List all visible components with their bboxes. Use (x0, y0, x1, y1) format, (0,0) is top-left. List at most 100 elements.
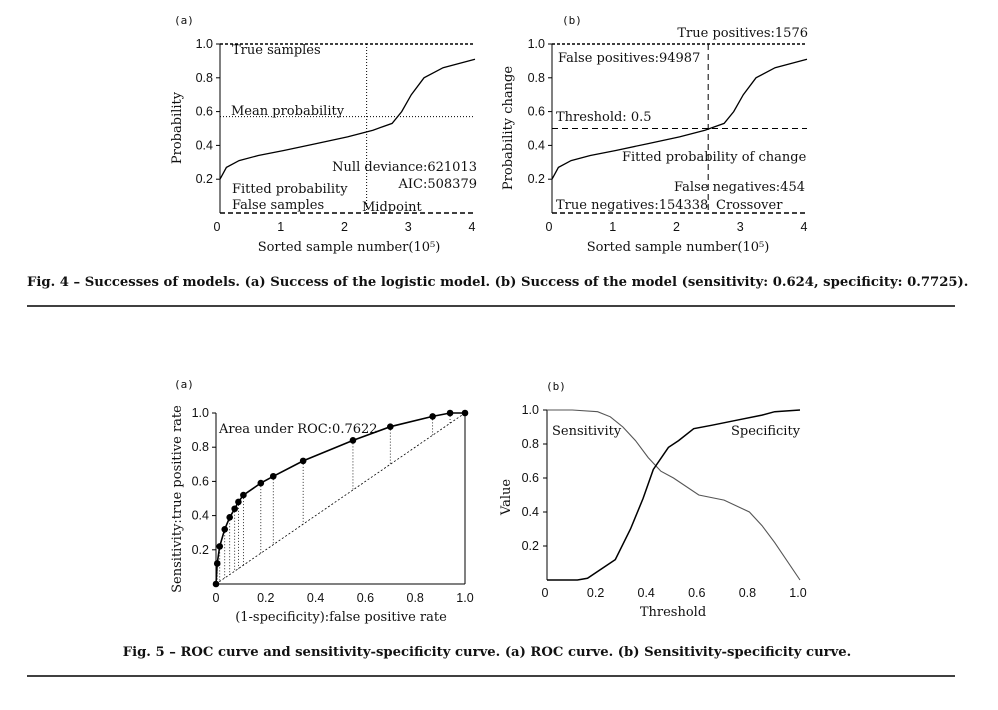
fig4a-midpoint-label: Midpoint (362, 200, 422, 215)
fig5a-xlabel: (1-specificity):false positive rate (235, 610, 447, 625)
fig4b-true-negatives-label: True negatives:154338 (556, 198, 708, 213)
fig4b-xtick-label: 3 (737, 220, 744, 234)
fig5b-ytick-label: 0.6 (522, 471, 539, 485)
fig4a-ylabel: Probability (170, 91, 185, 164)
fig4b-ytick-label: 0.8 (528, 71, 545, 85)
fig5a-roc-point (446, 409, 454, 417)
fig5a-xtick-label: 0.2 (257, 591, 274, 605)
fig5a-roc-point (387, 423, 394, 430)
fig4b-true-positives-label: True positives:1576 (677, 26, 808, 41)
fig5b-specificity-label: Specificity (731, 424, 801, 439)
fig4a-ytick-label: 0.8 (196, 71, 213, 85)
fig5b-xlabel: Threshold (640, 605, 706, 620)
fig4b-ytick-label: 1.0 (528, 37, 545, 51)
fig4a-xlabel: Sorted sample number(10⁵) (258, 240, 441, 255)
fig4a-chart: (a) Probability Sorted sample number(10⁵… (170, 14, 477, 255)
fig5a-xtick-label: 0.8 (407, 591, 424, 605)
fig5a-ytick-label: 0.6 (192, 474, 209, 488)
fig4b-crossover-label: Crossover (716, 198, 783, 213)
fig4a-true-samples-label: True samples (232, 43, 321, 58)
fig4a-fitted-label: Fitted probability (232, 182, 348, 197)
fig5a-roc-point (221, 525, 229, 533)
fig5a-roc-point (212, 580, 220, 588)
fig4b-fitted-curve (551, 58, 808, 180)
fig5a-roc-curve (215, 412, 465, 585)
fig5b-xtick-label: 0.4 (638, 586, 655, 600)
fig4a-xtick-label: 1 (277, 220, 284, 234)
fig5a-ytick-label: 0.4 (192, 509, 209, 523)
fig4a-xtick-label: 3 (405, 220, 412, 234)
fig5b-specificity-curve (547, 409, 801, 581)
fig4a-xtick-label: 0 (214, 220, 221, 234)
fig5a-roc-point (269, 472, 277, 480)
fig5b-xtick-label: 0.6 (688, 586, 705, 600)
fig5b-sensitivity-curve (547, 409, 801, 581)
fig4a-ytick-label: 0.4 (196, 138, 213, 152)
fig5a-roc-point (349, 437, 357, 444)
fig5a-roc-point (299, 457, 307, 465)
fig5a-ylabel: Sensitivity:true positive rate (170, 405, 185, 593)
fig4b-xlabel: Sorted sample number(10⁵) (587, 240, 770, 255)
fig5a-xtick-label: 0.6 (357, 591, 374, 605)
fig4b-ytick-label: 0.2 (528, 172, 545, 186)
fig4a-ytick-label: 1.0 (196, 37, 213, 51)
fig4b-threshold-label: Threshold: 0.5 (556, 110, 652, 125)
fig5-caption: Fig. 5 – ROC curve and sensitivity-speci… (123, 645, 852, 660)
fig5a-roc-point (235, 498, 242, 506)
fig5a-roc-point (240, 491, 247, 499)
fig4b-xtick-label: 0 (546, 220, 553, 234)
fig4a-ytick-label: 0.6 (196, 105, 213, 119)
fig5a-roc-point (461, 409, 469, 417)
fig5a-diagonal (215, 412, 466, 585)
fig4a-mean-probability-label: Mean probability (231, 104, 345, 119)
fig4b-ylabel: Probability change (501, 66, 516, 190)
fig4a-aic-label: AIC:508379 (398, 177, 477, 192)
fig4a-null-deviance-label: Null deviance:621013 (332, 160, 477, 175)
fig5a-roc-point (226, 514, 233, 521)
fig5b-ylabel: Value (499, 479, 514, 516)
fig4b-fitted-label: Fitted probability of change (622, 150, 807, 165)
fig5a-roc-point (216, 543, 224, 550)
fig5b-ytick-label: 0.8 (522, 437, 539, 451)
fig5a-ytick-label: 0.2 (192, 543, 209, 557)
fig4b-ytick-label: 0.4 (528, 138, 545, 152)
fig5b-xtick-label: 0 (542, 586, 549, 600)
fig4b-xtick-label: 4 (801, 220, 808, 234)
fig5a-roc-point (429, 413, 436, 420)
fig5a-auc-label: Area under ROC:0.7622 (218, 422, 378, 437)
fig5b-panel-label: (b) (546, 380, 566, 393)
fig4b-chart: (b) Probability change Sorted sample num… (501, 14, 808, 255)
fig5a-panel-label: (a) (174, 378, 194, 391)
fig5a-roc-point (231, 505, 238, 513)
fig4b-false-negatives-label: False negatives:454 (674, 180, 805, 195)
fig5b-xtick-label: 0.8 (739, 586, 756, 600)
fig4b-xtick-label: 1 (609, 220, 616, 234)
fig5a-ytick-label: 0.8 (192, 440, 209, 454)
fig5a-ytick-label: 1.0 (192, 406, 209, 420)
fig5b-xtick-label: 0.2 (587, 586, 604, 600)
fig5b-ytick-label: 1.0 (522, 403, 539, 417)
fig5b-sensitivity-label: Sensitivity (552, 424, 622, 439)
fig5a-xtick-label: 0 (213, 591, 220, 605)
fig5a-xtick-label: 0.4 (307, 591, 324, 605)
fig5a-chart: (a) Sensitivity:true positive rate (1-sp… (170, 378, 474, 625)
fig4a-ytick-label: 0.2 (196, 172, 213, 186)
fig5b-ytick-label: 0.4 (522, 505, 539, 519)
fig4a-panel-label: (a) (174, 14, 194, 27)
fig4a-false-samples-label: False samples (232, 198, 324, 213)
fig5b-xtick-label: 1.0 (789, 586, 806, 600)
fig4b-panel-label: (b) (562, 14, 582, 27)
fig5b-chart: (b) Value Threshold Sensitivity Specific… (499, 380, 807, 620)
fig4a-xtick-label: 2 (341, 220, 348, 234)
fig4a-fitted-curve (219, 58, 476, 180)
fig4a-xtick-label: 4 (469, 220, 476, 234)
fig4b-false-positives-label: False positives:94987 (558, 51, 700, 66)
fig5a-roc-point (257, 479, 265, 487)
fig4b-ytick-label: 0.6 (528, 105, 545, 119)
fig5a-roc-point (213, 560, 221, 567)
fig5a-xtick-label: 1.0 (456, 591, 473, 605)
fig4b-xtick-label: 2 (673, 220, 680, 234)
fig5b-ytick-label: 0.2 (522, 539, 539, 553)
